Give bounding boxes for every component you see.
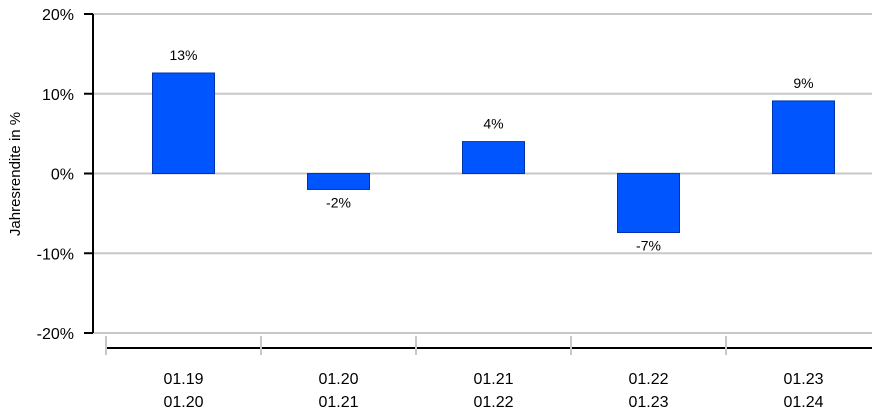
- x-ticks: 01.19 01.20 01.20 01.21 01.21 01.22 01.22 01.23…: [105, 336, 824, 411]
- data-label: 4%: [483, 116, 503, 132]
- x-tick-label: 01.23: [628, 394, 668, 411]
- x-tick-label: 01.23: [783, 371, 823, 388]
- x-tick-label: 01.22: [628, 371, 668, 388]
- data-label: 9%: [793, 75, 813, 91]
- bar: [152, 72, 215, 174]
- x-tick-label: 01.21: [318, 394, 358, 411]
- y-tick-label: -10%: [37, 246, 74, 263]
- bar: [462, 141, 525, 175]
- bar: [617, 173, 680, 234]
- data-label: -7%: [636, 238, 661, 254]
- bar: [307, 173, 370, 190]
- y-tick-label: 10%: [42, 87, 74, 104]
- y-ticks: 20% 10% 0% -10% -20%: [37, 7, 93, 343]
- data-label: 13%: [169, 47, 197, 63]
- y-tick-label: 20%: [42, 7, 74, 24]
- bar: [772, 100, 835, 174]
- y-tick-label: 0%: [51, 167, 74, 184]
- x-tick-label: 01.24: [783, 394, 823, 411]
- axes: [92, 14, 872, 349]
- x-tick-label: 01.19: [163, 371, 203, 388]
- data-labels: 13% -2% 4% -7% 9%: [169, 47, 813, 254]
- data-label: -2%: [326, 194, 351, 210]
- x-tick-label: 01.21: [473, 371, 513, 388]
- x-tick-label: 01.22: [473, 394, 513, 411]
- bars: [152, 72, 835, 234]
- y-axis-label: Jahresrendite in %: [7, 112, 24, 236]
- x-tick-label: 01.20: [163, 394, 203, 411]
- x-tick-label: 01.20: [318, 371, 358, 388]
- y-tick-label: -20%: [37, 326, 74, 343]
